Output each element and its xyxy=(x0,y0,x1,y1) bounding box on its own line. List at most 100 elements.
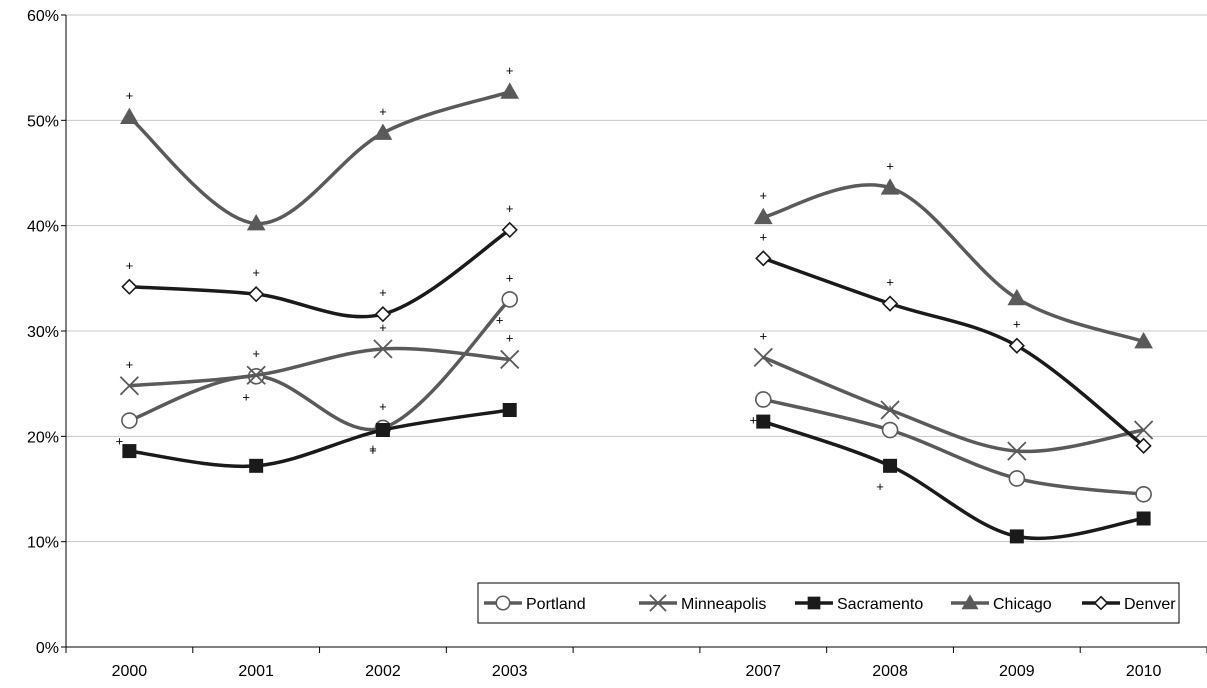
legend: Portland Minneapolis Sacramento Chicago Denv… xyxy=(477,582,1180,624)
significance-mark: + xyxy=(749,412,757,427)
significance-mark: + xyxy=(369,443,377,458)
significance-mark: + xyxy=(126,88,134,103)
significance-mark: + xyxy=(379,285,387,300)
data-point-minneapolis xyxy=(119,376,140,396)
data-point-denver xyxy=(1135,437,1152,454)
data-point-chicago xyxy=(880,178,900,195)
legend-label-denver: Denver xyxy=(1124,596,1176,613)
y-tick-label: 30% xyxy=(27,324,59,341)
data-point-chicago xyxy=(373,123,393,140)
series-line-minneapolis xyxy=(129,346,510,388)
legend-item-portland: Portland xyxy=(484,595,586,613)
data-point-minneapolis xyxy=(373,339,393,359)
significance-mark: + xyxy=(506,330,514,345)
series-minneapolis: + + + + + xyxy=(119,320,1154,461)
significance-mark: + xyxy=(496,312,504,327)
series-line-minneapolis xyxy=(762,355,1144,454)
significance-mark: + xyxy=(506,270,514,285)
legend-label-minneapolis: Minneapolis xyxy=(681,596,766,613)
series-line-chicago xyxy=(128,90,511,226)
significance-mark: + xyxy=(759,328,767,343)
significance-mark: + xyxy=(116,434,124,449)
series-line-denver xyxy=(762,256,1145,448)
data-point-minneapolis xyxy=(753,347,773,367)
legend-marker-minneapolis xyxy=(649,594,667,612)
significance-mark: + xyxy=(379,104,387,119)
data-point-minneapolis xyxy=(1133,420,1154,440)
data-point-sacramento xyxy=(1136,511,1151,526)
x-tick-label: 2002 xyxy=(365,663,401,680)
data-point-denver xyxy=(881,295,899,312)
y-tick-label: 20% xyxy=(27,429,59,446)
legend-label-sacramento: Sacramento xyxy=(837,596,923,613)
series-chicago: +++++ xyxy=(120,63,1153,349)
legend-marker-chicago xyxy=(961,594,979,610)
data-point-chicago xyxy=(1007,288,1027,306)
significance-mark: + xyxy=(369,441,377,456)
legend-label-portland: Portland xyxy=(526,596,586,613)
legend-item-denver: Denver xyxy=(1082,595,1176,613)
data-point-denver xyxy=(501,221,518,239)
data-point-sacramento xyxy=(122,444,137,459)
significance-mark: + xyxy=(242,389,250,404)
x-tick-label: 2010 xyxy=(1126,663,1162,680)
data-point-minneapolis xyxy=(1007,441,1027,461)
x-tick-label: 2001 xyxy=(238,663,274,680)
legend-item-minneapolis: Minneapolis xyxy=(639,594,766,613)
legend-label-chicago: Chicago xyxy=(993,596,1052,613)
data-point-portland xyxy=(1135,485,1152,503)
x-tick-label: 2003 xyxy=(492,663,528,680)
series-sacramento: ++ xyxy=(122,403,1151,544)
legend-item-chicago: Chicago xyxy=(951,594,1052,613)
data-point-minneapolis xyxy=(246,365,266,385)
series-line-sacramento xyxy=(129,408,510,469)
legend-marker-sacramento xyxy=(807,596,821,610)
significance-mark: + xyxy=(379,320,387,335)
data-point-sacramento xyxy=(502,403,517,417)
data-point-chicago xyxy=(246,214,266,231)
data-point-chicago xyxy=(1134,332,1153,349)
x-tick-label: 2007 xyxy=(745,663,781,680)
significance-mark: + xyxy=(759,188,767,203)
y-tick-label: 10% xyxy=(27,535,59,552)
data-point-chicago xyxy=(500,82,520,99)
series-portland: ++++++++ xyxy=(116,270,1152,503)
significance-mark: + xyxy=(759,229,767,244)
data-point-denver xyxy=(374,306,392,323)
data-point-sacramento xyxy=(375,423,390,438)
data-point-minneapolis xyxy=(500,349,520,370)
data-point-portland xyxy=(501,291,519,308)
significance-mark: + xyxy=(1013,317,1021,332)
series-line-portland xyxy=(762,397,1144,497)
significance-mark: + xyxy=(886,275,894,290)
data-point-denver xyxy=(248,286,265,303)
significance-mark: + xyxy=(876,479,884,494)
legend-item-sacramento: Sacramento xyxy=(795,596,923,613)
x-tick-label: 2000 xyxy=(112,663,148,680)
data-point-chicago xyxy=(753,207,773,225)
series-line-portland xyxy=(128,298,511,432)
significance-mark: + xyxy=(506,201,514,216)
significance-mark: + xyxy=(379,399,387,414)
series-line-denver xyxy=(129,228,511,319)
y-tick-label: 0% xyxy=(36,640,59,657)
series-lines: ++++++++++++ +++++++++ ++++++ xyxy=(116,63,1154,544)
data-point-sacramento xyxy=(249,458,264,473)
data-point-denver xyxy=(755,250,772,267)
axes: 0% 10% 20% 30% 40% 50% 60% 2000 2001 2002 2003 2007… xyxy=(27,8,1207,680)
y-tick-label: 50% xyxy=(27,113,59,130)
data-point-portland xyxy=(121,412,138,429)
significance-mark: + xyxy=(252,265,260,280)
x-tick-label: 2009 xyxy=(999,663,1035,680)
data-point-portland xyxy=(754,391,772,408)
significance-mark: + xyxy=(252,346,260,361)
grid-lines xyxy=(66,14,1207,543)
data-point-sacramento xyxy=(1009,529,1024,544)
data-point-denver xyxy=(1008,337,1025,354)
series-denver: + ++++++ xyxy=(121,201,1152,454)
data-point-portland xyxy=(881,421,899,439)
legend-marker-portland xyxy=(495,595,511,611)
data-point-minneapolis xyxy=(880,400,900,420)
